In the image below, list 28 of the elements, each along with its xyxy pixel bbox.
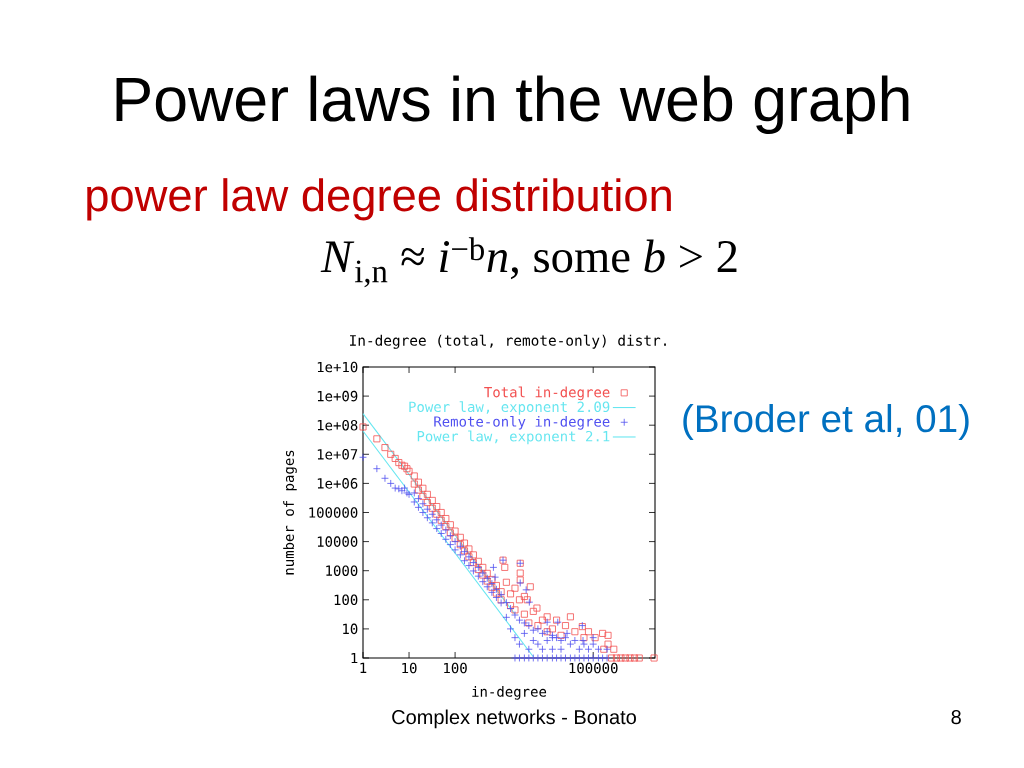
chart-title: Power laws in the web graph (116, 75, 909, 134)
y-tick-label: 1e+10 (317, 361, 358, 373)
y-tick-label: 100 (334, 594, 358, 606)
x-axis-title: in-degree (472, 686, 547, 700)
text: Complex networks - Bonato (392, 709, 636, 729)
legend-label: Power law, exponent 2.09 (409, 401, 610, 415)
y-tick-label: 10 (343, 623, 358, 635)
y-tick-label: 1e+06 (317, 478, 358, 489)
y-tick-label: 100000 (309, 507, 358, 518)
legend-label: Total in-degree (484, 386, 610, 401)
y-tick-label: 10000 (317, 536, 358, 547)
text: In-degree (total, remote-only) distr. (350, 334, 666, 349)
y-axis-title: number of pages (283, 450, 297, 575)
text: (Broder et al, 01) (683, 403, 969, 441)
x-tick-label: 100000 (569, 662, 618, 674)
y-tick-label: 1e+07 (317, 449, 358, 460)
x-tick-label: 10 (402, 662, 417, 674)
text: N$_{i,n}$ ≈ i$^{−b}$n, some b > 2 (320, 237, 737, 288)
x-tick-label: 100 (444, 662, 467, 674)
text: 8 (951, 710, 961, 725)
y-tick-label: 1000 (326, 565, 358, 576)
y-tick-label: 1e+08 (317, 419, 358, 431)
y-tick-label: 1 (351, 652, 358, 664)
legend-label: Power law, exponent 2.1 (417, 430, 610, 445)
y-tick-label: 1e+09 (317, 390, 358, 402)
chart-subtitle: power law degree distribution (87, 178, 671, 221)
x-tick-label: 1 (360, 662, 367, 673)
legend-label: Remote-only in-degree (434, 415, 610, 430)
